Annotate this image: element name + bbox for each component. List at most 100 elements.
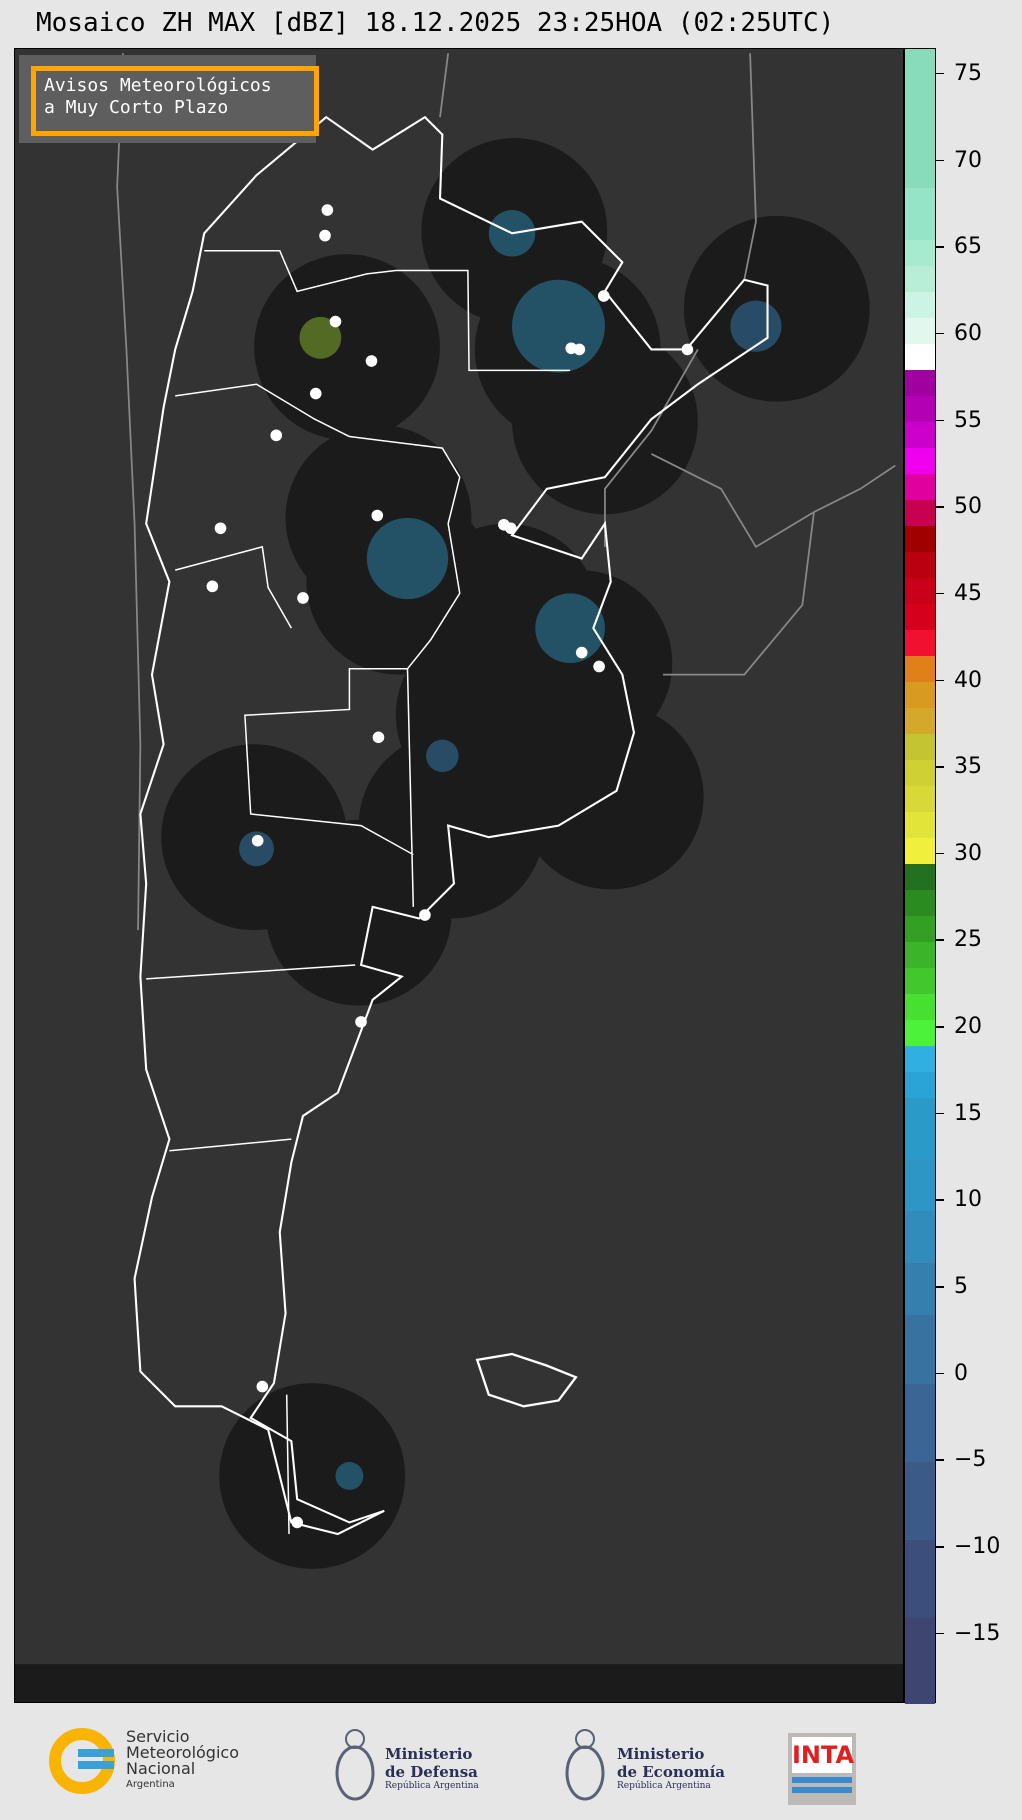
radar-site-marker [297, 592, 309, 604]
radar-site-marker [206, 580, 219, 593]
smn-emblem-icon [49, 1728, 115, 1794]
radar-site-marker [573, 343, 586, 356]
radar-site-marker [309, 387, 322, 400]
radar-echo [239, 831, 274, 867]
radar-site-marker [372, 731, 385, 744]
colorbar-band [905, 499, 935, 527]
smn-line-3: Nacional [126, 1759, 196, 1778]
colorbar-tick-label: 60 [954, 320, 982, 346]
economia-line-3: República Argentina [617, 1781, 711, 1791]
map-title: Mosaico ZH MAX [dBZ] 18.12.2025 23:25HOA… [36, 8, 835, 38]
colorbar-band [905, 473, 935, 501]
colorbar-band [905, 993, 935, 1020]
argentina-outline [133, 115, 769, 1536]
colorbar-band [905, 655, 935, 683]
legend-box: Avisos Meteorológicos a Muy Corto Plazo [19, 55, 319, 143]
colorbar-band [905, 1045, 935, 1072]
economia-logo: Ministerio de Economía República Argenti… [560, 1725, 740, 1815]
legend-box-frame: Avisos Meteorológicos a Muy Corto Plazo [31, 66, 319, 136]
radar-site-marker [291, 1516, 303, 1529]
radar-echo [366, 517, 449, 600]
radar-site-marker [365, 355, 378, 367]
radar-site-marker [681, 343, 694, 356]
colorbar-band [905, 941, 935, 968]
colorbar-band [905, 1210, 935, 1263]
radar-coverage-circle [254, 254, 441, 441]
radar-coverage-circle [683, 215, 870, 402]
defensa-line-3: República Argentina [385, 1781, 479, 1791]
colorbar-band [905, 629, 935, 657]
radar-site-marker [251, 834, 264, 847]
colorbar-tick-label: −15 [954, 1620, 1001, 1646]
national-coat-of-arms-icon [335, 1729, 375, 1801]
colorbar-band [905, 421, 935, 449]
colorbar-tick-label: 10 [954, 1187, 982, 1213]
radar-site-marker [256, 1380, 269, 1393]
economia-line-2: de Economía [617, 1763, 726, 1781]
colorbar [904, 48, 936, 1705]
colorbar-tick-label: 50 [954, 494, 982, 520]
colorbar-band [905, 317, 935, 345]
inta-text: INTA [792, 1737, 854, 1773]
colorbar-band [905, 603, 935, 631]
radar-site-marker [371, 509, 384, 522]
colorbar-band [905, 889, 935, 916]
map-canvas [15, 53, 903, 1702]
radar-coverage-circle [219, 1383, 406, 1569]
colorbar-band [905, 1262, 935, 1315]
colorbar-band [905, 551, 935, 579]
radar-coverage-areas [161, 138, 870, 1569]
colorbar-band [905, 811, 935, 838]
colorbar-band [905, 1158, 935, 1211]
colorbar-band [905, 837, 935, 864]
radar-echo [730, 300, 782, 352]
neighbor-borders [116, 53, 896, 931]
colorbar-band [905, 1383, 935, 1462]
colorbar-tick-label: 45 [954, 580, 982, 606]
national-coat-of-arms-icon [565, 1729, 605, 1801]
radar-coverage-circle [265, 819, 452, 1006]
colorbar-tick-label: 75 [954, 60, 982, 86]
radar-site-marker [419, 909, 431, 921]
radar-echo [426, 739, 459, 773]
colorbar-tick-label: 70 [954, 147, 982, 173]
colorbar-tick-label: −10 [954, 1534, 1001, 1560]
malvinas-islands [475, 1352, 578, 1408]
footer-logos: Servicio Meteorológico Nacional Argentin… [0, 1705, 1022, 1820]
radar-site-marker [329, 315, 342, 328]
radar-echo [535, 593, 605, 663]
smn-line-1: Servicio [126, 1727, 190, 1746]
colorbar-band [905, 1314, 935, 1384]
radar-mosaic-map[interactable]: Avisos Meteorológicos a Muy Corto Plazo [14, 48, 904, 1703]
colorbar-band [905, 681, 935, 709]
radar-site-marker [593, 660, 605, 673]
defensa-line-2: de Defensa [385, 1763, 478, 1781]
radar-site-marker [575, 646, 588, 659]
radar-echo [299, 316, 342, 359]
colorbar-band [905, 967, 935, 994]
smn-line-4: Argentina [126, 1779, 175, 1790]
colorbar-tick-label: 35 [954, 754, 982, 780]
colorbar-band [905, 759, 935, 786]
colorbar-band [905, 447, 935, 475]
colorbar-band [905, 577, 935, 605]
inta-logo: INTA [788, 1733, 856, 1805]
colorbar-band [905, 915, 935, 942]
colorbar-tick-label: 55 [954, 407, 982, 433]
colorbar-band [905, 187, 935, 241]
province-borders [146, 249, 571, 1535]
smn-line-2: Meteorológico [126, 1743, 239, 1762]
colorbar-tick-label: 15 [954, 1100, 982, 1126]
colorbar-band [905, 49, 935, 189]
colorbar-band [905, 863, 935, 890]
colorbar-band [905, 1539, 935, 1618]
colorbar-band [905, 785, 935, 812]
radar-echo [335, 1462, 364, 1490]
colorbar-tick-label: 0 [954, 1360, 968, 1386]
colorbar-tick-label: 40 [954, 667, 982, 693]
colorbar-band [905, 291, 935, 319]
radar-coverage-circle [517, 703, 704, 890]
colorbar-tick-label: 20 [954, 1014, 982, 1040]
colorbar-tick-label: −5 [954, 1447, 987, 1473]
colorbar-tick-label: 25 [954, 927, 982, 953]
